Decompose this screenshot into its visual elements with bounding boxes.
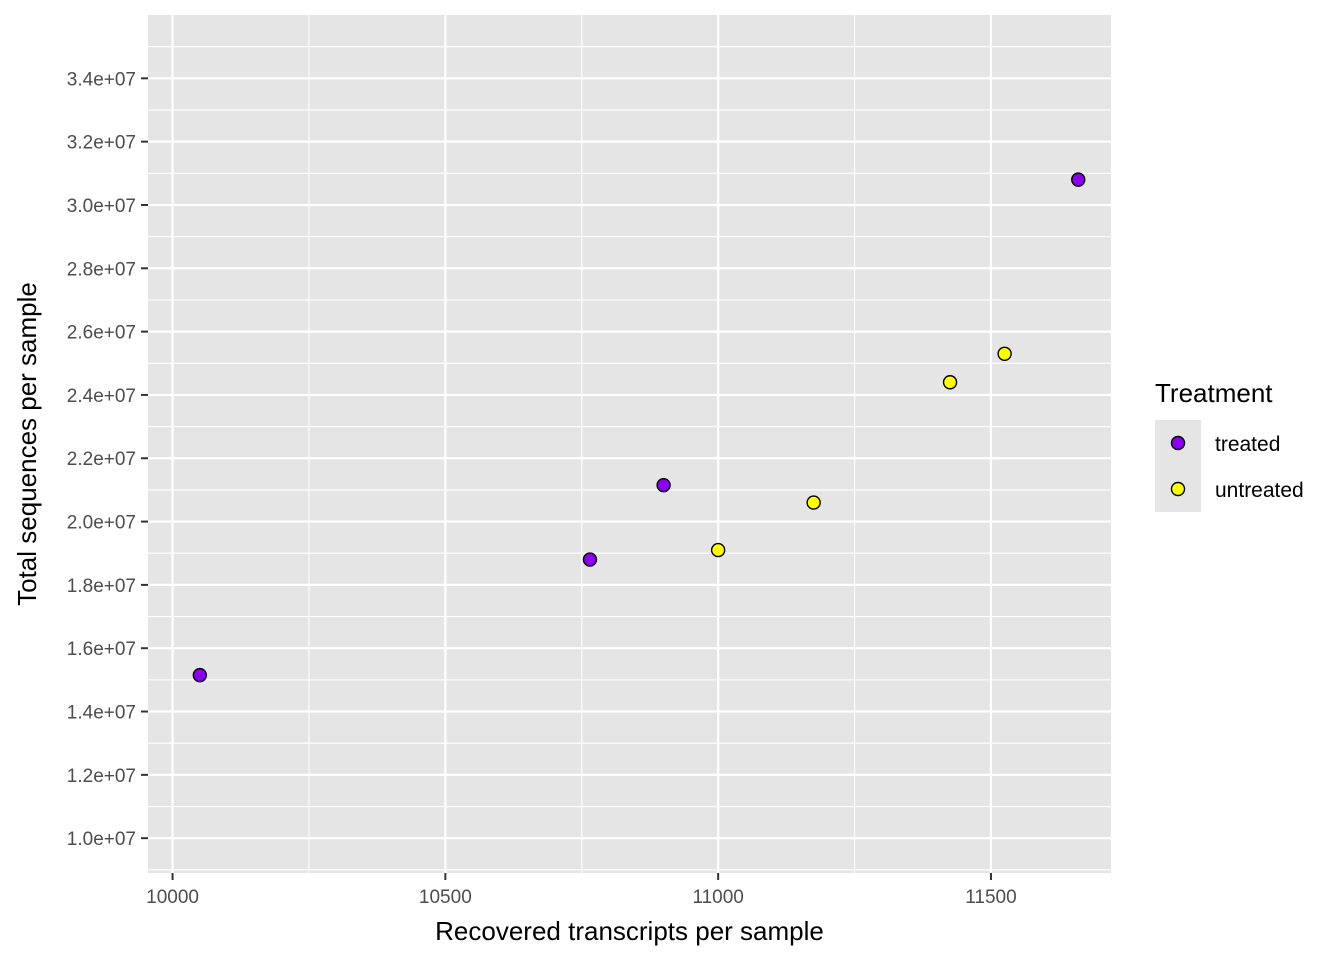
data-point-untreated xyxy=(806,495,821,510)
y-tick-label: 3.0e+07 xyxy=(67,196,136,217)
y-tick-label: 2.4e+07 xyxy=(67,386,136,407)
data-point-untreated xyxy=(710,542,726,558)
legend-label-treated: treated xyxy=(1215,433,1280,456)
x-tick-label: 11000 xyxy=(692,887,743,908)
x-tick-label: 11500 xyxy=(965,887,1016,908)
x-axis: 10000 10500 11000 11500 xyxy=(146,873,1017,908)
data-point-treated xyxy=(656,477,671,493)
y-tick-label: 2.2e+07 xyxy=(67,449,136,470)
x-tick-label: 10500 xyxy=(419,887,472,908)
y-tick-label: 2.6e+07 xyxy=(67,323,136,344)
major-gridlines xyxy=(148,15,1111,873)
minor-gridlines xyxy=(148,15,1111,873)
x-axis-title: Recovered transcripts per sample xyxy=(435,916,824,946)
plot-panel xyxy=(148,15,1111,873)
x-tick-label: 10000 xyxy=(146,887,199,908)
legend-key-treated xyxy=(1170,435,1186,451)
y-tick-label: 1.6e+07 xyxy=(67,639,136,660)
y-tick-label: 3.2e+07 xyxy=(67,133,136,154)
y-tick-label: 1.8e+07 xyxy=(67,576,136,597)
data-point-treated xyxy=(1071,172,1086,187)
y-tick-label: 2.8e+07 xyxy=(67,259,136,280)
legend-keys-background xyxy=(1155,420,1201,512)
data-points xyxy=(192,172,1086,683)
data-point-treated xyxy=(582,552,598,567)
data-point-untreated xyxy=(997,346,1012,361)
legend: Treatment treated untreated xyxy=(1155,378,1304,512)
legend-key-untreated xyxy=(1170,481,1186,497)
legend-label-untreated: untreated xyxy=(1215,479,1304,502)
y-tick-label: 1.0e+07 xyxy=(67,829,136,850)
y-axis: 1.0e+07 1.2e+07 1.4e+07 1.6e+07 1.8e+07 2.0e+… xyxy=(67,69,148,850)
y-tick-label: 1.2e+07 xyxy=(67,766,136,787)
y-tick-label: 3.4e+07 xyxy=(67,69,136,90)
y-tick-label: 1.4e+07 xyxy=(67,703,136,724)
y-axis-title: Total sequences per sample xyxy=(12,282,42,606)
legend-entries: treated untreated xyxy=(1170,433,1304,502)
legend-title: Treatment xyxy=(1155,378,1273,408)
y-tick-label: 2.0e+07 xyxy=(67,513,136,534)
data-point-untreated xyxy=(942,375,958,390)
data-point-treated xyxy=(192,667,208,683)
